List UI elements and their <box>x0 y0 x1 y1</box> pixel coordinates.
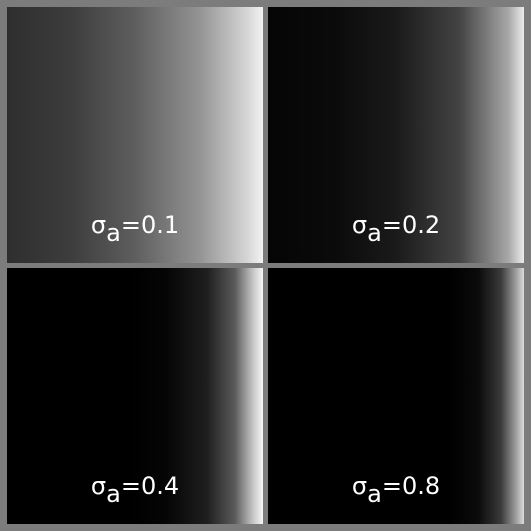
sigma-label: σa=0.4 <box>7 470 263 508</box>
sigma-subscript: a <box>106 480 121 508</box>
sigma-value: =0.1 <box>120 211 180 239</box>
panel-sigma-0-8: σa=0.8 <box>268 268 524 524</box>
sigma-subscript: a <box>367 219 382 247</box>
sigma-subscript: a <box>367 480 382 508</box>
panel-sigma-0-1: σa=0.1 <box>7 7 263 263</box>
sigma-symbol: σ <box>351 211 368 239</box>
panel-sigma-0-2: σa=0.2 <box>268 7 524 263</box>
sigma-label: σa=0.8 <box>268 470 524 508</box>
sigma-label: σa=0.1 <box>7 209 263 247</box>
panel-sigma-0-4: σa=0.4 <box>7 268 263 524</box>
sigma-value: =0.2 <box>381 211 441 239</box>
sigma-subscript: a <box>106 219 121 247</box>
sigma-label: σa=0.2 <box>268 209 524 247</box>
sigma-symbol: σ <box>90 472 107 500</box>
sigma-value: =0.8 <box>381 472 441 500</box>
sigma-symbol: σ <box>90 211 107 239</box>
sigma-value: =0.4 <box>120 472 180 500</box>
sigma-symbol: σ <box>351 472 368 500</box>
